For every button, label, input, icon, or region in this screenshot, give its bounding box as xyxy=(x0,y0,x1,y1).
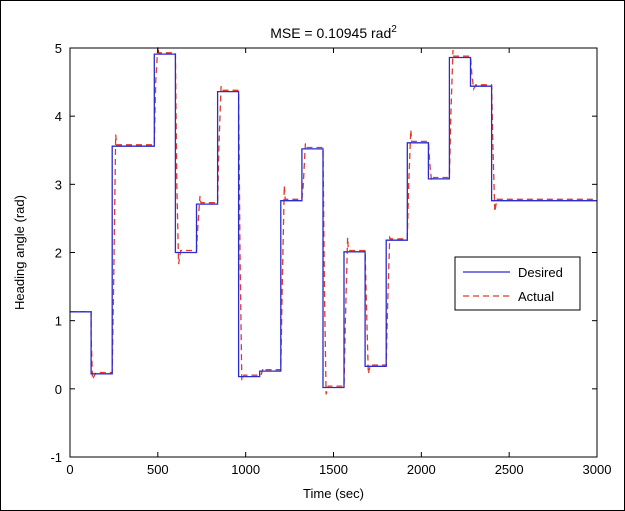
series-line-desired xyxy=(70,53,597,389)
y-tick-label: 3 xyxy=(55,177,62,192)
x-tick-label: 3000 xyxy=(583,462,612,477)
chart-title: MSE = 0.10945 rad2 xyxy=(270,24,397,41)
legend: Desired Actual xyxy=(454,256,581,311)
legend-box xyxy=(454,256,581,311)
x-tick-label: 1000 xyxy=(231,462,260,477)
chart-title-text: MSE = 0.10945 rad xyxy=(270,25,391,41)
series-layer xyxy=(70,46,597,395)
y-tick-label: -1 xyxy=(50,450,62,465)
tick-layer: 0 500 1000 1500 2000 2500 3000 -1 0 1 2 3 4 5 xyxy=(50,41,611,477)
plot-area xyxy=(70,48,597,457)
series-line-actual xyxy=(70,46,597,395)
y-tick-label: 0 xyxy=(55,382,62,397)
x-tick-label: 1500 xyxy=(319,462,348,477)
y-tick-label: 4 xyxy=(55,109,62,124)
y-tick-label: 2 xyxy=(55,246,62,261)
y-axis-label: Heading angle (rad) xyxy=(12,195,27,310)
x-tick-label: 500 xyxy=(147,462,169,477)
plot-box xyxy=(69,47,598,458)
legend-label-desired: Desired xyxy=(518,265,563,280)
x-tick-label: 2500 xyxy=(495,462,524,477)
legend-label-actual: Actual xyxy=(518,289,554,304)
x-axis-label: Time (sec) xyxy=(303,486,364,501)
x-tick-label: 2000 xyxy=(407,462,436,477)
x-tick-label: 0 xyxy=(66,462,73,477)
y-tick-label: 1 xyxy=(55,314,62,329)
y-tick-label: 5 xyxy=(55,41,62,56)
chart-title-superscript: 2 xyxy=(391,24,397,35)
